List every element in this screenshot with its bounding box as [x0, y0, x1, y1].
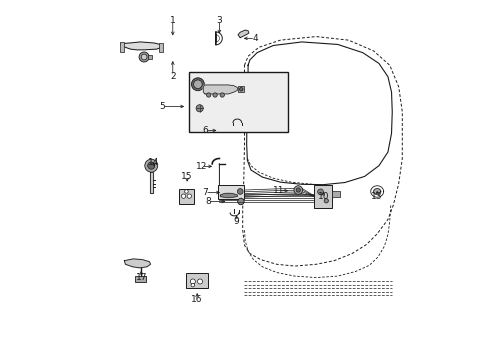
Circle shape	[144, 159, 158, 172]
Circle shape	[324, 199, 328, 203]
Text: 17: 17	[135, 273, 147, 282]
Bar	[120, 42, 124, 51]
Circle shape	[196, 105, 203, 112]
Circle shape	[181, 194, 185, 198]
Bar	[178, 189, 194, 204]
Circle shape	[184, 190, 188, 193]
Text: 9: 9	[233, 217, 239, 226]
Polygon shape	[149, 172, 152, 193]
Text: 6: 6	[202, 126, 207, 135]
Circle shape	[212, 93, 217, 97]
Circle shape	[190, 279, 195, 284]
Bar	[147, 55, 152, 59]
Text: 1: 1	[169, 16, 175, 25]
Circle shape	[193, 80, 202, 89]
Bar	[238, 86, 244, 93]
Circle shape	[147, 162, 155, 169]
Polygon shape	[220, 193, 237, 198]
Circle shape	[187, 194, 191, 198]
Circle shape	[206, 93, 210, 97]
Circle shape	[293, 186, 302, 194]
Circle shape	[139, 52, 149, 62]
Bar	[159, 43, 163, 51]
Text: 13: 13	[371, 192, 382, 201]
Text: 16: 16	[191, 294, 203, 303]
Polygon shape	[121, 42, 161, 50]
Bar	[331, 191, 339, 197]
Bar	[135, 276, 145, 282]
Text: 4: 4	[252, 34, 258, 43]
Circle shape	[296, 188, 300, 192]
Text: 12: 12	[195, 162, 207, 171]
Text: 3: 3	[216, 16, 222, 25]
Circle shape	[141, 54, 147, 60]
Text: 8: 8	[204, 197, 210, 206]
Text: 14: 14	[148, 158, 160, 167]
Text: 11: 11	[272, 186, 284, 195]
Bar	[218, 185, 244, 199]
Circle shape	[239, 87, 243, 91]
Circle shape	[191, 78, 204, 91]
Polygon shape	[203, 85, 237, 94]
Bar	[188, 72, 287, 132]
Bar	[314, 185, 331, 208]
Circle shape	[237, 198, 244, 205]
Circle shape	[191, 283, 194, 287]
Polygon shape	[238, 30, 248, 38]
Circle shape	[197, 279, 202, 284]
Circle shape	[220, 93, 224, 97]
Polygon shape	[124, 259, 150, 268]
Text: 7: 7	[202, 188, 207, 197]
Circle shape	[237, 189, 243, 194]
Text: 10: 10	[317, 192, 328, 201]
Circle shape	[317, 189, 323, 195]
Text: 15: 15	[181, 172, 192, 181]
Text: 2: 2	[170, 72, 175, 81]
Bar	[186, 273, 207, 288]
Polygon shape	[373, 189, 380, 194]
Text: 5: 5	[159, 102, 164, 111]
